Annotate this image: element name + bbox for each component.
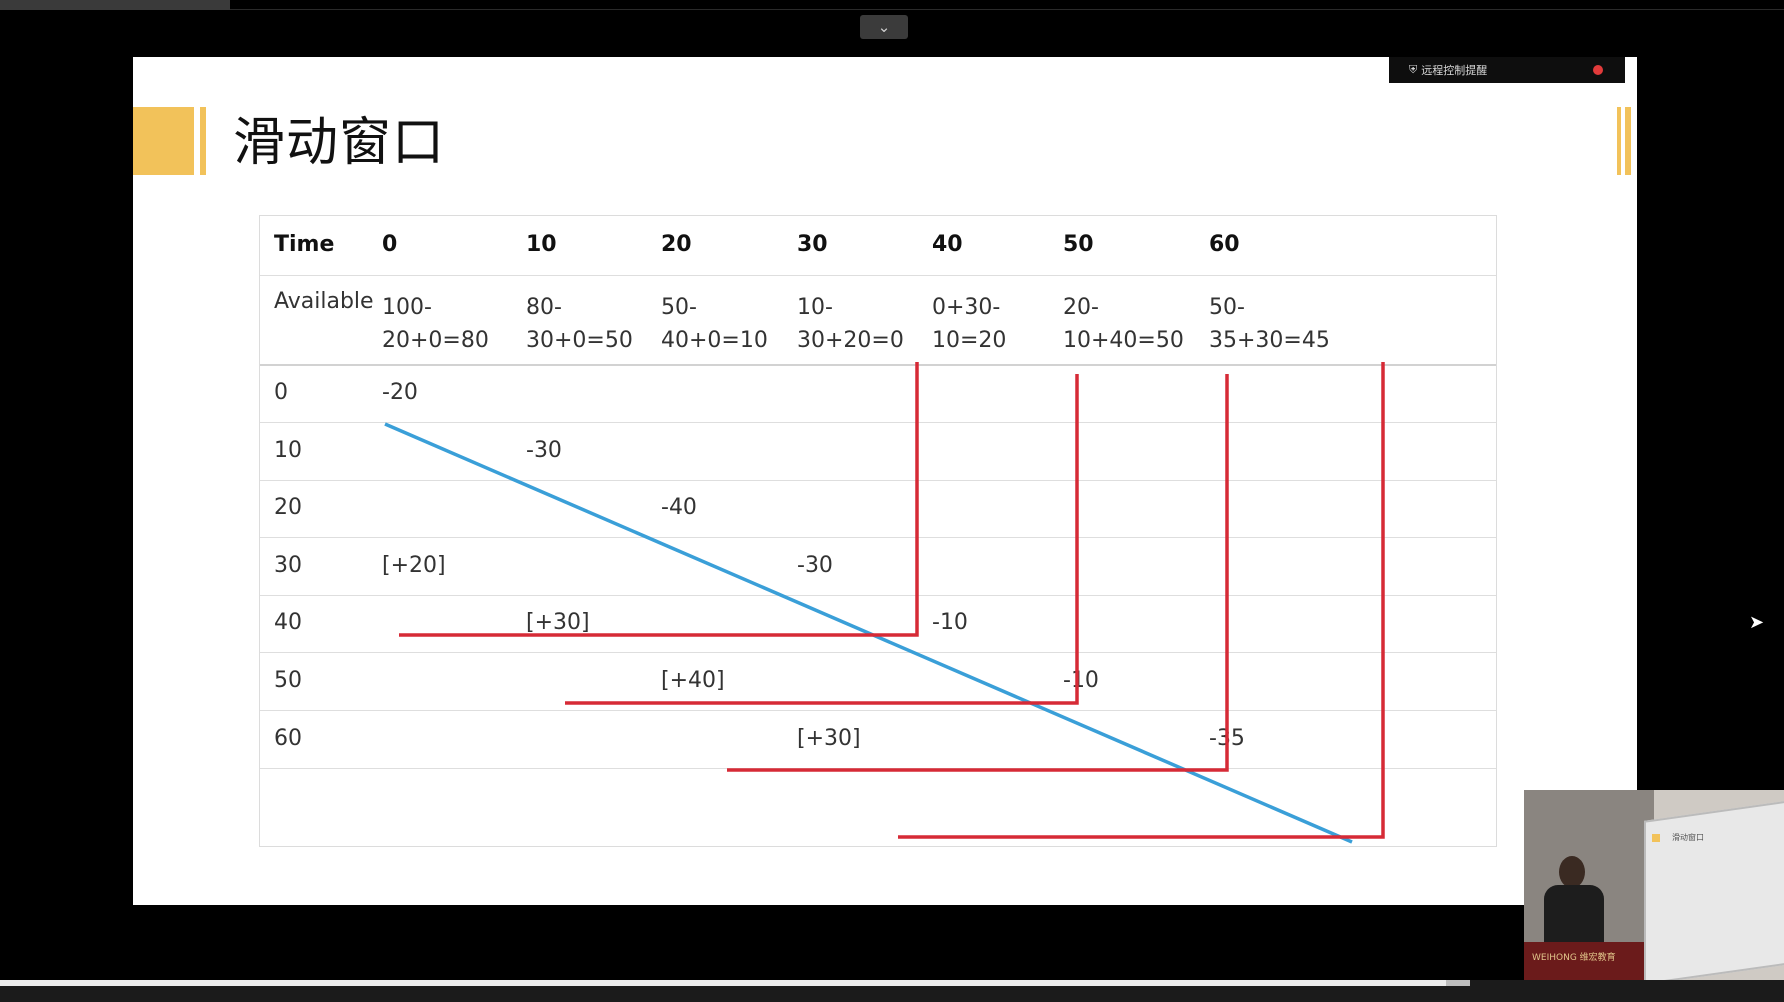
table-cell: -10 <box>1063 668 1099 693</box>
red-bracket-annotation <box>898 362 1385 839</box>
table-cell: [+40] <box>661 668 725 693</box>
red-bracket-annotation <box>565 374 1079 705</box>
slide-title: 滑动窗口 <box>233 113 446 173</box>
table-cell: -30 <box>526 438 562 463</box>
webcam-slide-accent <box>1652 834 1660 842</box>
available-value-line2: 30+0=50 <box>526 328 633 353</box>
podium-logo-text: WEIHONG 维宏教育 <box>1532 953 1616 963</box>
table-cell: [+30] <box>797 726 861 751</box>
available-value-line1: 0+30- <box>932 295 1001 320</box>
available-value-line1: 100- <box>382 295 432 320</box>
header-col-0: 0 <box>382 232 398 257</box>
available-value-line1: 50- <box>1209 295 1245 320</box>
table-cell: -35 <box>1209 726 1245 751</box>
table-cell: -40 <box>661 495 697 520</box>
header-col-60: 60 <box>1209 232 1240 257</box>
sliding-window-table: Time 0 10 20 30 40 50 60 Available 100- 20+0=80 80-… <box>259 215 1497 847</box>
available-value-line2: 35+30=45 <box>1209 328 1330 353</box>
table-cell: [+20] <box>382 553 446 578</box>
available-value-line2: 40+0=10 <box>661 328 768 353</box>
header-col-10: 10 <box>526 232 557 257</box>
table-cell: [+30] <box>526 610 590 635</box>
header-col-50: 50 <box>1063 232 1094 257</box>
available-value-line1: 20- <box>1063 295 1099 320</box>
chevron-down-icon: ⌄ <box>877 18 891 36</box>
table-row-divider <box>260 595 1496 596</box>
webcam-preview[interactable]: 滑动窗口 WEIHONG 维宏教育 <box>1524 790 1784 982</box>
top-tab-strip <box>0 0 230 10</box>
table-row-divider <box>260 710 1496 711</box>
row-time-30: 30 <box>274 553 302 578</box>
progress-handle[interactable] <box>1446 980 1470 986</box>
right-accent-bar-inner <box>1617 107 1621 175</box>
row-time-40: 40 <box>274 610 302 635</box>
table-row-divider <box>260 480 1496 481</box>
table-row-divider <box>260 422 1496 423</box>
table-row-divider <box>260 275 1496 276</box>
table-cell: -20 <box>382 380 418 405</box>
collapse-toolbar-button[interactable]: ⌄ <box>860 15 908 39</box>
table-cell: -30 <box>797 553 833 578</box>
right-accent-bar-outer <box>1625 107 1631 175</box>
annotation-overlay <box>384 362 1385 844</box>
header-time: Time <box>274 232 335 257</box>
row-time-0: 0 <box>274 380 288 405</box>
table-cell: -10 <box>932 610 968 635</box>
available-value-line2: 10=20 <box>932 328 1007 353</box>
available-value-line2: 30+20=0 <box>797 328 904 353</box>
title-accent-bar <box>200 107 206 175</box>
table-row-divider <box>260 364 1496 366</box>
table-row-divider <box>260 537 1496 538</box>
table-row-divider <box>260 652 1496 653</box>
mouse-cursor-icon: ➤ <box>1749 612 1765 633</box>
available-value-line1: 50- <box>661 295 697 320</box>
available-label: Available <box>274 289 374 314</box>
header-col-20: 20 <box>661 232 692 257</box>
shield-icon: ⛨ <box>1409 63 1418 76</box>
podium <box>1524 942 1644 982</box>
notification-badge[interactable] <box>1593 65 1603 75</box>
top-divider <box>230 9 1784 10</box>
remote-control-label: 远程控制提醒 <box>1421 64 1488 77</box>
available-value-line2: 20+0=80 <box>382 328 489 353</box>
webcam-slide-title: 滑动窗口 <box>1672 833 1704 842</box>
available-value-line1: 10- <box>797 295 833 320</box>
webcam-projector-screen <box>1644 799 1784 982</box>
row-time-50: 50 <box>274 668 302 693</box>
row-time-60: 60 <box>274 726 302 751</box>
remote-control-notice[interactable]: ⛨ 远程控制提醒 <box>1389 57 1625 83</box>
table-row-divider <box>260 768 1496 769</box>
presenter-head <box>1559 856 1585 888</box>
title-accent-block <box>133 107 194 175</box>
header-col-40: 40 <box>932 232 963 257</box>
presentation-slide: 滑动窗口 Time 0 10 20 30 40 50 60 Available 100- 20+0=… <box>133 57 1637 905</box>
available-value-line1: 80- <box>526 295 562 320</box>
row-time-20: 20 <box>274 495 302 520</box>
row-time-10: 10 <box>274 438 302 463</box>
header-col-30: 30 <box>797 232 828 257</box>
progress-track[interactable] <box>0 980 1446 986</box>
available-value-line2: 10+40=50 <box>1063 328 1184 353</box>
